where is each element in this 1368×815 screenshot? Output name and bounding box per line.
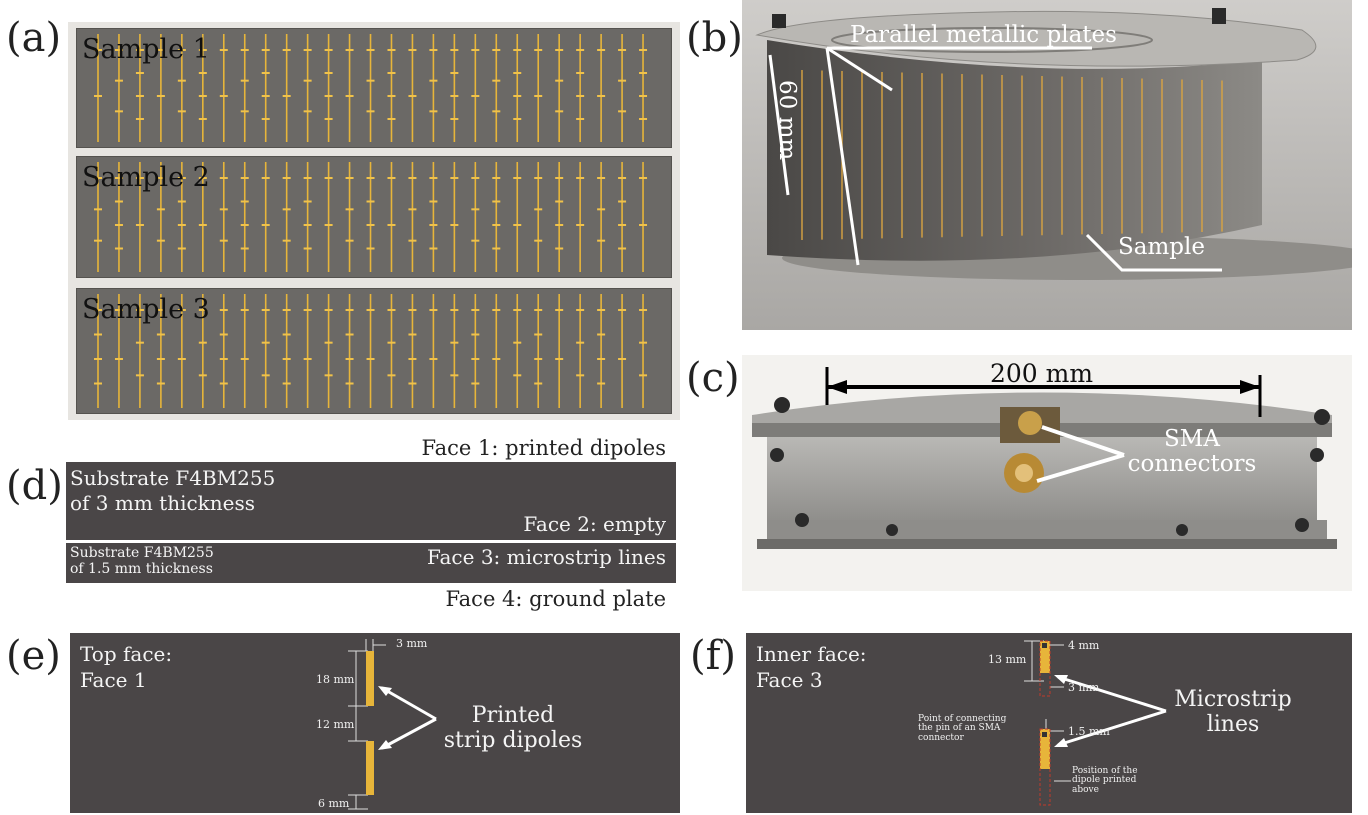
microstrip-lower (1040, 729, 1050, 769)
panel-label-c: (c) (686, 355, 740, 401)
top-substrate-line-1: Substrate F4BM255 (70, 466, 276, 490)
sample-3-board: Sample 3 (76, 288, 672, 414)
microstrip-callout: Microstrip lines (1158, 687, 1308, 738)
connectors-label: SMA connectors (1127, 426, 1257, 478)
position-note-line-2: dipole printed (1072, 775, 1137, 786)
dipoles-callout: Printed strip dipoles (438, 703, 588, 754)
panel-label-d: (d) (6, 463, 63, 509)
height-arrow (768, 54, 790, 196)
sample-2-label: Sample 2 (82, 162, 210, 193)
inner-face-title-line-2: Face 3 (756, 668, 823, 692)
setup-sample-strips (801, 70, 1223, 240)
dim-pin-label: 1.5 mm (1068, 725, 1110, 738)
dipoles-callout-line-1: Printed (471, 703, 555, 728)
dipole-lower-arm (366, 741, 374, 795)
inner-face-title: Inner face: Face 3 (756, 641, 867, 693)
sample-3-strips (94, 294, 648, 408)
bottom-substrate-line-2: of 1.5 mm thickness (70, 561, 213, 578)
dim-width-label: 3 mm (396, 637, 428, 650)
top-substrate-line-2: of 3 mm thickness (70, 491, 256, 515)
position-note-line-1: Position of the (1072, 766, 1138, 776)
pin-note-line-2: the pin of an SMA (918, 723, 1001, 734)
face2-label: Face 2: empty (523, 512, 666, 536)
top-face-panel: Top face: Face 1 3 mm 18 mm 12 mm 6 mm P… (70, 633, 680, 813)
plates-label: Parallel metallic plates (850, 22, 1117, 48)
bottom-substrate: Substrate F4BM255 of 1.5 mm thickness Fa… (66, 543, 676, 583)
top-face-title: Top face: Face 1 (80, 641, 172, 693)
bottom-substrate-text: Substrate F4BM255 of 1.5 mm thickness (70, 545, 214, 577)
panel-label-f: (f) (690, 633, 737, 679)
sample-1-strips (94, 34, 648, 142)
dim-dipole-label: 18 mm (316, 673, 355, 686)
inner-face-panel: Inner face: Face 3 4 mm 13 mm 3 mm 1.5 m… (746, 633, 1352, 813)
inner-face-title-line-1: Inner face: (756, 642, 867, 666)
sample-3-label: Sample 3 (82, 294, 210, 325)
position-note: Position of the dipole printed above (1072, 766, 1138, 795)
sample-1-label: Sample 1 (82, 34, 210, 65)
dim-gap-label: 12 mm (316, 718, 355, 731)
sample-label: Sample (1118, 234, 1205, 260)
samples-photo: Sample 1 Sample 2 Sample 3 (68, 22, 680, 420)
bottom-substrate-line-1: Substrate F4BM255 (70, 545, 214, 561)
height-label: 60 mm (774, 80, 800, 161)
pin-note: Point of connecting the pin of an SMA co… (918, 714, 1007, 743)
pin-note-line-3: connector (918, 732, 964, 743)
sample-2-strips (94, 162, 648, 272)
dim-len-label: 13 mm (988, 653, 1027, 666)
microstrip-callout-line-1: Microstrip (1174, 687, 1292, 712)
dim-width-f-label: 3 mm (1068, 681, 1100, 694)
position-note-line-3: above (1072, 784, 1099, 795)
microstrip-upper (1040, 641, 1050, 673)
dim-bottom-label: 6 mm (318, 797, 350, 810)
panel-label-e: (e) (6, 633, 61, 679)
fixture-illustration (742, 355, 1352, 591)
dipoles-callout-line-2: strip dipoles (443, 728, 583, 754)
pin-note-line-1: Point of connecting (918, 714, 1007, 724)
fixture-photo: 200 mm SMA connectors (742, 355, 1352, 591)
top-substrate-text: Substrate F4BM255 of 3 mm thickness (70, 466, 275, 516)
sample-1-board: Sample 1 (76, 28, 672, 148)
setup-photo: Parallel metallic plates 60 mm Sample (742, 0, 1352, 330)
dim-top-label: 4 mm (1068, 639, 1100, 652)
dipole-drawing (348, 639, 437, 810)
setup-illustration (742, 0, 1352, 330)
top-substrate: Substrate F4BM255 of 3 mm thickness Face… (66, 462, 676, 540)
top-face-title-line-1: Top face: (80, 642, 173, 666)
panel-label-b: (b) (686, 15, 743, 61)
face4-label: Face 4: ground plate (445, 587, 666, 611)
sample-2-board: Sample 2 (76, 156, 672, 278)
microstrip-callout-line-2: lines (1206, 712, 1260, 738)
face3-label: Face 3: microstrip lines (426, 545, 666, 569)
face1-label: Face 1: printed dipoles (421, 436, 666, 460)
dipole-upper-arm (366, 651, 374, 706)
panel-label-a: (a) (6, 15, 62, 61)
top-face-title-line-2: Face 1 (80, 668, 147, 692)
microstrip-drawing (1024, 640, 1167, 806)
width-label: 200 mm (990, 359, 1094, 388)
